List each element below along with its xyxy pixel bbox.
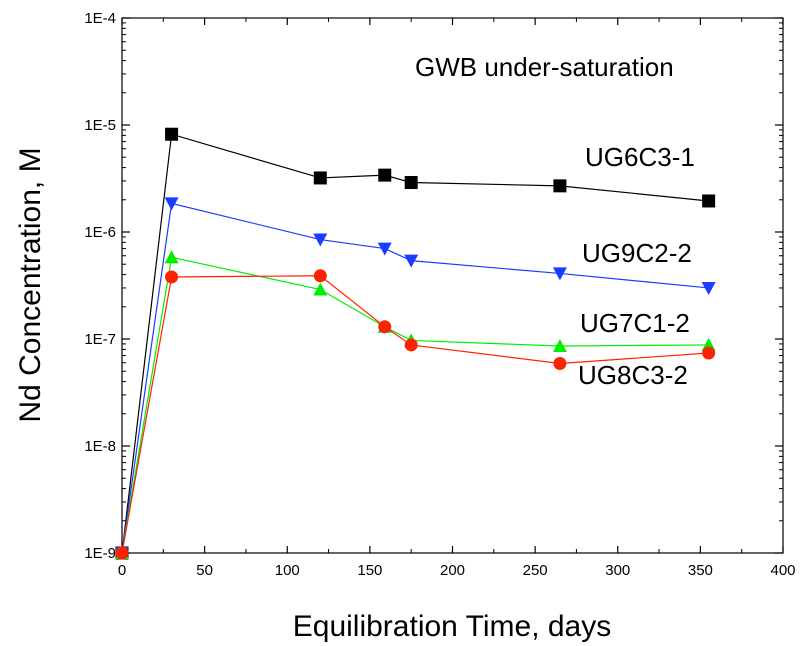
series-layer: [115, 127, 716, 560]
x-axis: 0 50 100 150 200 250 300 350 400: [118, 18, 796, 579]
x-tick-label: 400: [770, 562, 795, 579]
data-point: [404, 176, 418, 190]
data-point: [313, 171, 327, 185]
x-tick-label: 100: [275, 562, 300, 579]
label-ug9c2-2: UG9C2-2: [582, 238, 692, 268]
data-point: [313, 233, 328, 247]
data-point: [404, 254, 419, 268]
y-tick-label: 1E-5: [84, 117, 116, 134]
x-tick-label: 50: [196, 562, 213, 579]
data-point: [115, 546, 129, 560]
x-tick-label: 250: [523, 562, 548, 579]
data-point: [701, 281, 716, 295]
y-axis: 1E-9 1E-8 1E-7 1E-6 1E-5 1E-4: [84, 10, 783, 562]
label-ug8c3-2: UG8C3-2: [578, 360, 688, 390]
data-point: [553, 357, 567, 371]
data-point: [404, 338, 418, 352]
data-point: [313, 269, 327, 283]
series-1: [115, 127, 716, 560]
label-ug6c3-1: UG6C3-1: [585, 142, 695, 172]
data-point: [552, 339, 567, 353]
data-point: [702, 346, 716, 360]
annotation-title: GWB under-saturation: [415, 52, 674, 82]
y-tick-label: 1E-9: [84, 545, 116, 562]
data-point: [164, 197, 179, 211]
data-point: [702, 194, 716, 208]
x-tick-label: 350: [688, 562, 713, 579]
data-point: [165, 127, 179, 141]
y-axis-title: Nd Concentration, M: [14, 147, 47, 422]
x-tick-label: 300: [605, 562, 630, 579]
y-tick-label: 1E-8: [84, 438, 116, 455]
data-point: [164, 250, 179, 264]
data-point: [553, 179, 567, 193]
data-point: [378, 168, 392, 182]
y-tick-label: 1E-6: [84, 224, 116, 241]
y-tick-label: 1E-4: [84, 10, 116, 27]
x-tick-label: 150: [357, 562, 382, 579]
data-point: [165, 270, 179, 284]
y-tick-label: 1E-7: [84, 331, 116, 348]
data-point: [378, 320, 392, 334]
x-axis-title: Equilibration Time, days: [293, 610, 612, 643]
data-point: [552, 267, 567, 281]
data-point: [377, 242, 392, 256]
series-4: [115, 269, 716, 560]
data-point: [313, 282, 328, 296]
label-ug7c1-2: UG7C1-2: [580, 308, 690, 338]
plot-area: [121, 17, 784, 554]
x-tick-label: 200: [440, 562, 465, 579]
x-tick-label: 0: [118, 562, 126, 579]
